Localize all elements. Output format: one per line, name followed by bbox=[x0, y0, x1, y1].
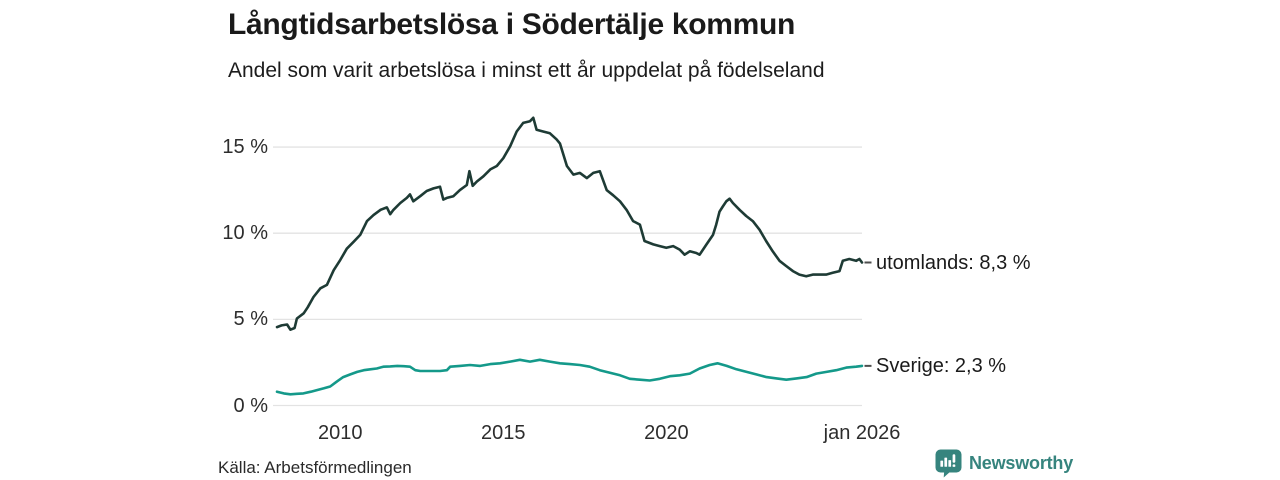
series-line-utomlands bbox=[275, 116, 864, 332]
brand-name: Newsworthy bbox=[969, 452, 1074, 473]
chart-subtitle: Andel som varit arbetslösa i minst ett å… bbox=[228, 59, 825, 82]
x-tick-label: jan 2026 bbox=[823, 422, 901, 444]
brand-logo: Newsworthy bbox=[934, 448, 1073, 478]
series-end-label-sverige: Sverige: 2,3 % bbox=[876, 355, 1007, 377]
y-tick-label: 5 % bbox=[233, 308, 268, 331]
x-tick-label: 2020 bbox=[644, 422, 689, 444]
series-end-label-utomlands: utomlands: 8,3 % bbox=[876, 252, 1031, 274]
series-line-sverige bbox=[275, 358, 864, 396]
y-tick-label: 10 % bbox=[222, 222, 268, 245]
source-note: Källa: Arbetsförmedlingen bbox=[218, 458, 412, 477]
x-tick-label: 2010 bbox=[318, 422, 363, 444]
x-tick-label: 2015 bbox=[481, 422, 526, 444]
y-tick-label: 15 % bbox=[222, 136, 268, 159]
chart-title: Långtidsarbetslösa i Södertälje kommun bbox=[228, 8, 796, 41]
newsworthy-bar-chart-speech-bubble-icon bbox=[934, 448, 963, 478]
y-tick-label: 0 % bbox=[233, 394, 268, 417]
